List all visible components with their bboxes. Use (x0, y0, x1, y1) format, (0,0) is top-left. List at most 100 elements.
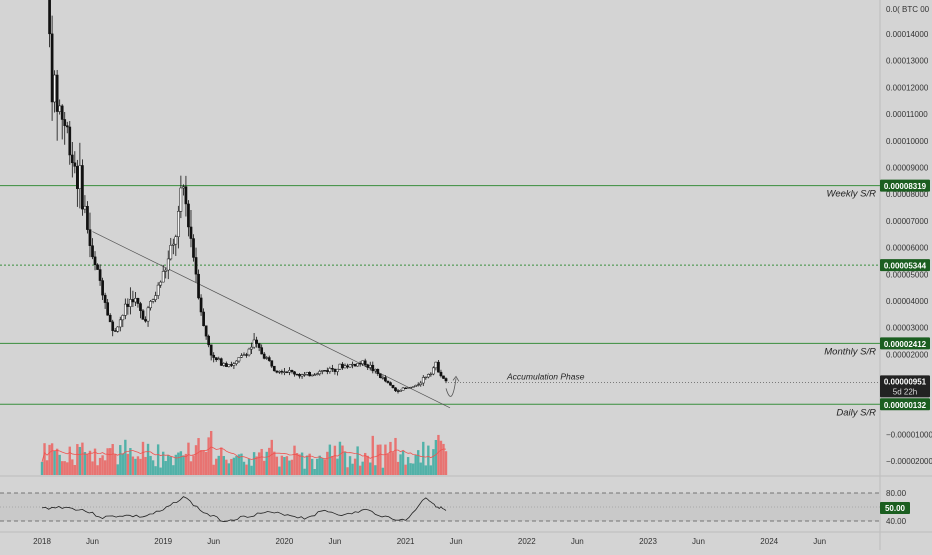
y-tick-label: 0.00010000 (886, 137, 929, 146)
volume-bar (406, 457, 410, 475)
candle-body (48, 0, 51, 35)
volume-bar (66, 462, 69, 475)
sr-level-price: 0.00005344 (884, 262, 927, 271)
candle-body (131, 299, 135, 303)
candle-body (65, 125, 69, 128)
volume-bar (230, 458, 233, 475)
volume-bar (96, 465, 99, 475)
candle-body (88, 229, 92, 246)
candle-body (68, 126, 72, 156)
candle-body (381, 377, 385, 379)
volume-bar (61, 461, 64, 475)
volume-bar (119, 445, 122, 475)
candle-body (76, 166, 79, 189)
volume-bar (318, 455, 321, 475)
volume-bar (313, 469, 316, 475)
volume-bar (336, 458, 339, 475)
candle-body (134, 298, 137, 303)
volume-bar (293, 445, 296, 475)
volume-bar (45, 460, 49, 475)
candle-body (331, 368, 334, 370)
volume-bar (278, 466, 281, 475)
y-tick-label: 0.00002000 (886, 350, 929, 359)
volume-bar (310, 458, 314, 475)
volume-bar (217, 455, 220, 475)
volume-bar (103, 460, 107, 475)
volume-bar (257, 452, 261, 475)
candle-body (404, 387, 407, 390)
candle-body (283, 371, 286, 373)
volume-bar (401, 450, 405, 475)
volume-bar (288, 460, 291, 475)
x-tick-label: 2023 (639, 537, 657, 546)
volume-bar (108, 448, 112, 475)
volume-bar (192, 455, 195, 475)
x-tick-label: Jun (207, 537, 220, 546)
volume-bar (424, 465, 427, 475)
volume-bar (300, 452, 304, 475)
candle-body (106, 302, 110, 316)
volume-bar (411, 463, 415, 475)
volume-bar (343, 451, 347, 475)
candle-body (83, 205, 87, 210)
volume-bar (162, 451, 165, 475)
candle-body (313, 374, 317, 376)
volume-bar (154, 466, 157, 475)
volume-bar (270, 439, 273, 475)
volume-bar (429, 465, 433, 475)
candle-body (419, 382, 423, 385)
y-tick-label: 0.00011000 (886, 110, 928, 119)
candle-body (308, 372, 311, 377)
volume-bar (187, 442, 190, 475)
candle-body (50, 33, 54, 103)
candle-body (437, 361, 440, 373)
annotation-text: Accumulation Phase (506, 371, 585, 381)
y-tick-label: 0.00013000 (886, 57, 929, 66)
volume-bar (263, 460, 266, 475)
volume-bar (371, 435, 374, 475)
candle-body (414, 385, 418, 387)
volume-bar (78, 446, 82, 475)
candle-body (177, 211, 180, 237)
sr-level-label: Monthly S/R (824, 346, 876, 357)
volume-bar (207, 437, 210, 475)
candle-body (267, 357, 271, 361)
candle-body (141, 310, 145, 320)
candle-body (209, 344, 213, 356)
candle-body (121, 315, 125, 321)
volume-bar (212, 464, 215, 475)
volume-bar (50, 443, 54, 475)
candle-body (252, 339, 256, 348)
osc-band (0, 493, 880, 521)
volume-bar (101, 455, 104, 475)
candle-body (250, 346, 253, 350)
volume-bar (179, 451, 183, 475)
volume-bar (308, 453, 311, 475)
candle-body (406, 387, 410, 389)
candle-body (373, 369, 377, 372)
candle-body (197, 273, 200, 299)
volume-bar (40, 462, 44, 475)
osc-current-tag (880, 502, 910, 514)
volume-bar (225, 459, 228, 475)
volume-bar (232, 457, 236, 475)
candle-body (217, 358, 221, 361)
y-tick-label: 0.00014000 (886, 30, 929, 39)
volume-bar (182, 455, 185, 475)
candle-body (73, 162, 77, 167)
volume-bar (379, 444, 382, 475)
candle-body (86, 205, 89, 230)
volume-bar (220, 447, 223, 475)
candle-body (298, 374, 301, 377)
candle-body (444, 378, 448, 382)
candle-body (151, 299, 155, 302)
volume-bar (399, 454, 402, 475)
volume-bar (111, 444, 114, 475)
candle-body (394, 387, 397, 391)
candle-body (386, 380, 390, 383)
sr-level-label: Weekly S/R (827, 189, 877, 200)
candle-body (320, 370, 324, 372)
sr-levels-layer (0, 185, 880, 405)
